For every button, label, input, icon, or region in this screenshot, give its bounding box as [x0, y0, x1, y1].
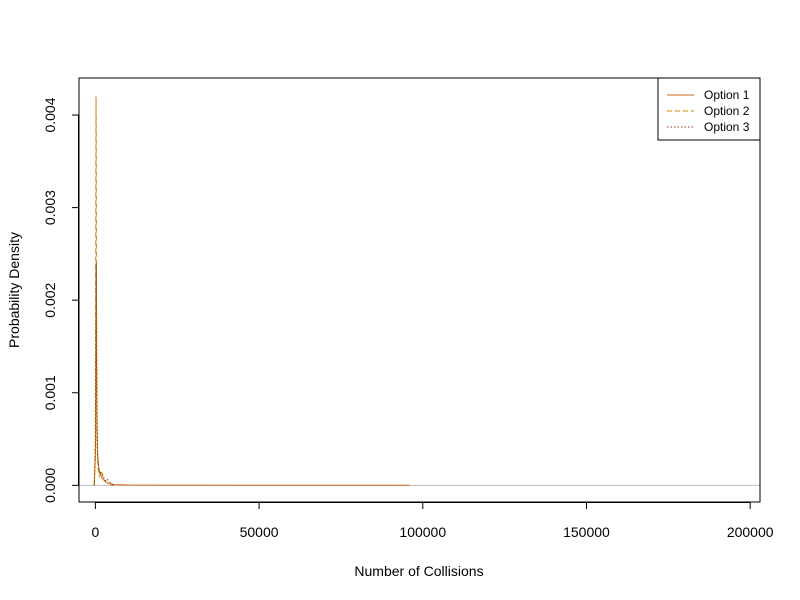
legend-label-option-2: Option 2 [704, 104, 750, 118]
y-tick-label: 0.003 [42, 190, 58, 225]
series-layer [79, 96, 760, 486]
x-axis-title: Number of Collisions [354, 563, 483, 579]
y-tick-label: 0.001 [42, 375, 58, 410]
series-line-option-1 [93, 263, 410, 486]
x-tick-label: 150000 [563, 524, 610, 540]
legend-label-option-3: Option 3 [704, 120, 750, 134]
x-tick-label: 200000 [727, 524, 774, 540]
series-line-option-3 [93, 263, 114, 486]
legend-box [657, 77, 761, 141]
y-axis: 0.000 0.001 0.002 0.003 0.004 [42, 97, 79, 503]
y-tick-label: 0.004 [42, 97, 58, 132]
x-tick-label: 0 [91, 524, 99, 540]
y-axis-title: Probability Density [6, 232, 22, 348]
x-tick-label: 50000 [240, 524, 279, 540]
x-tick-label: 100000 [399, 524, 446, 540]
y-tick-label: 0.002 [42, 282, 58, 317]
legend-label-option-1: Option 1 [704, 88, 750, 102]
legend: Option 1 Option 2 Option 3 [657, 77, 761, 141]
x-axis: 0 50000 100000 150000 200000 [91, 502, 774, 540]
y-tick-label: 0.000 [42, 468, 58, 503]
